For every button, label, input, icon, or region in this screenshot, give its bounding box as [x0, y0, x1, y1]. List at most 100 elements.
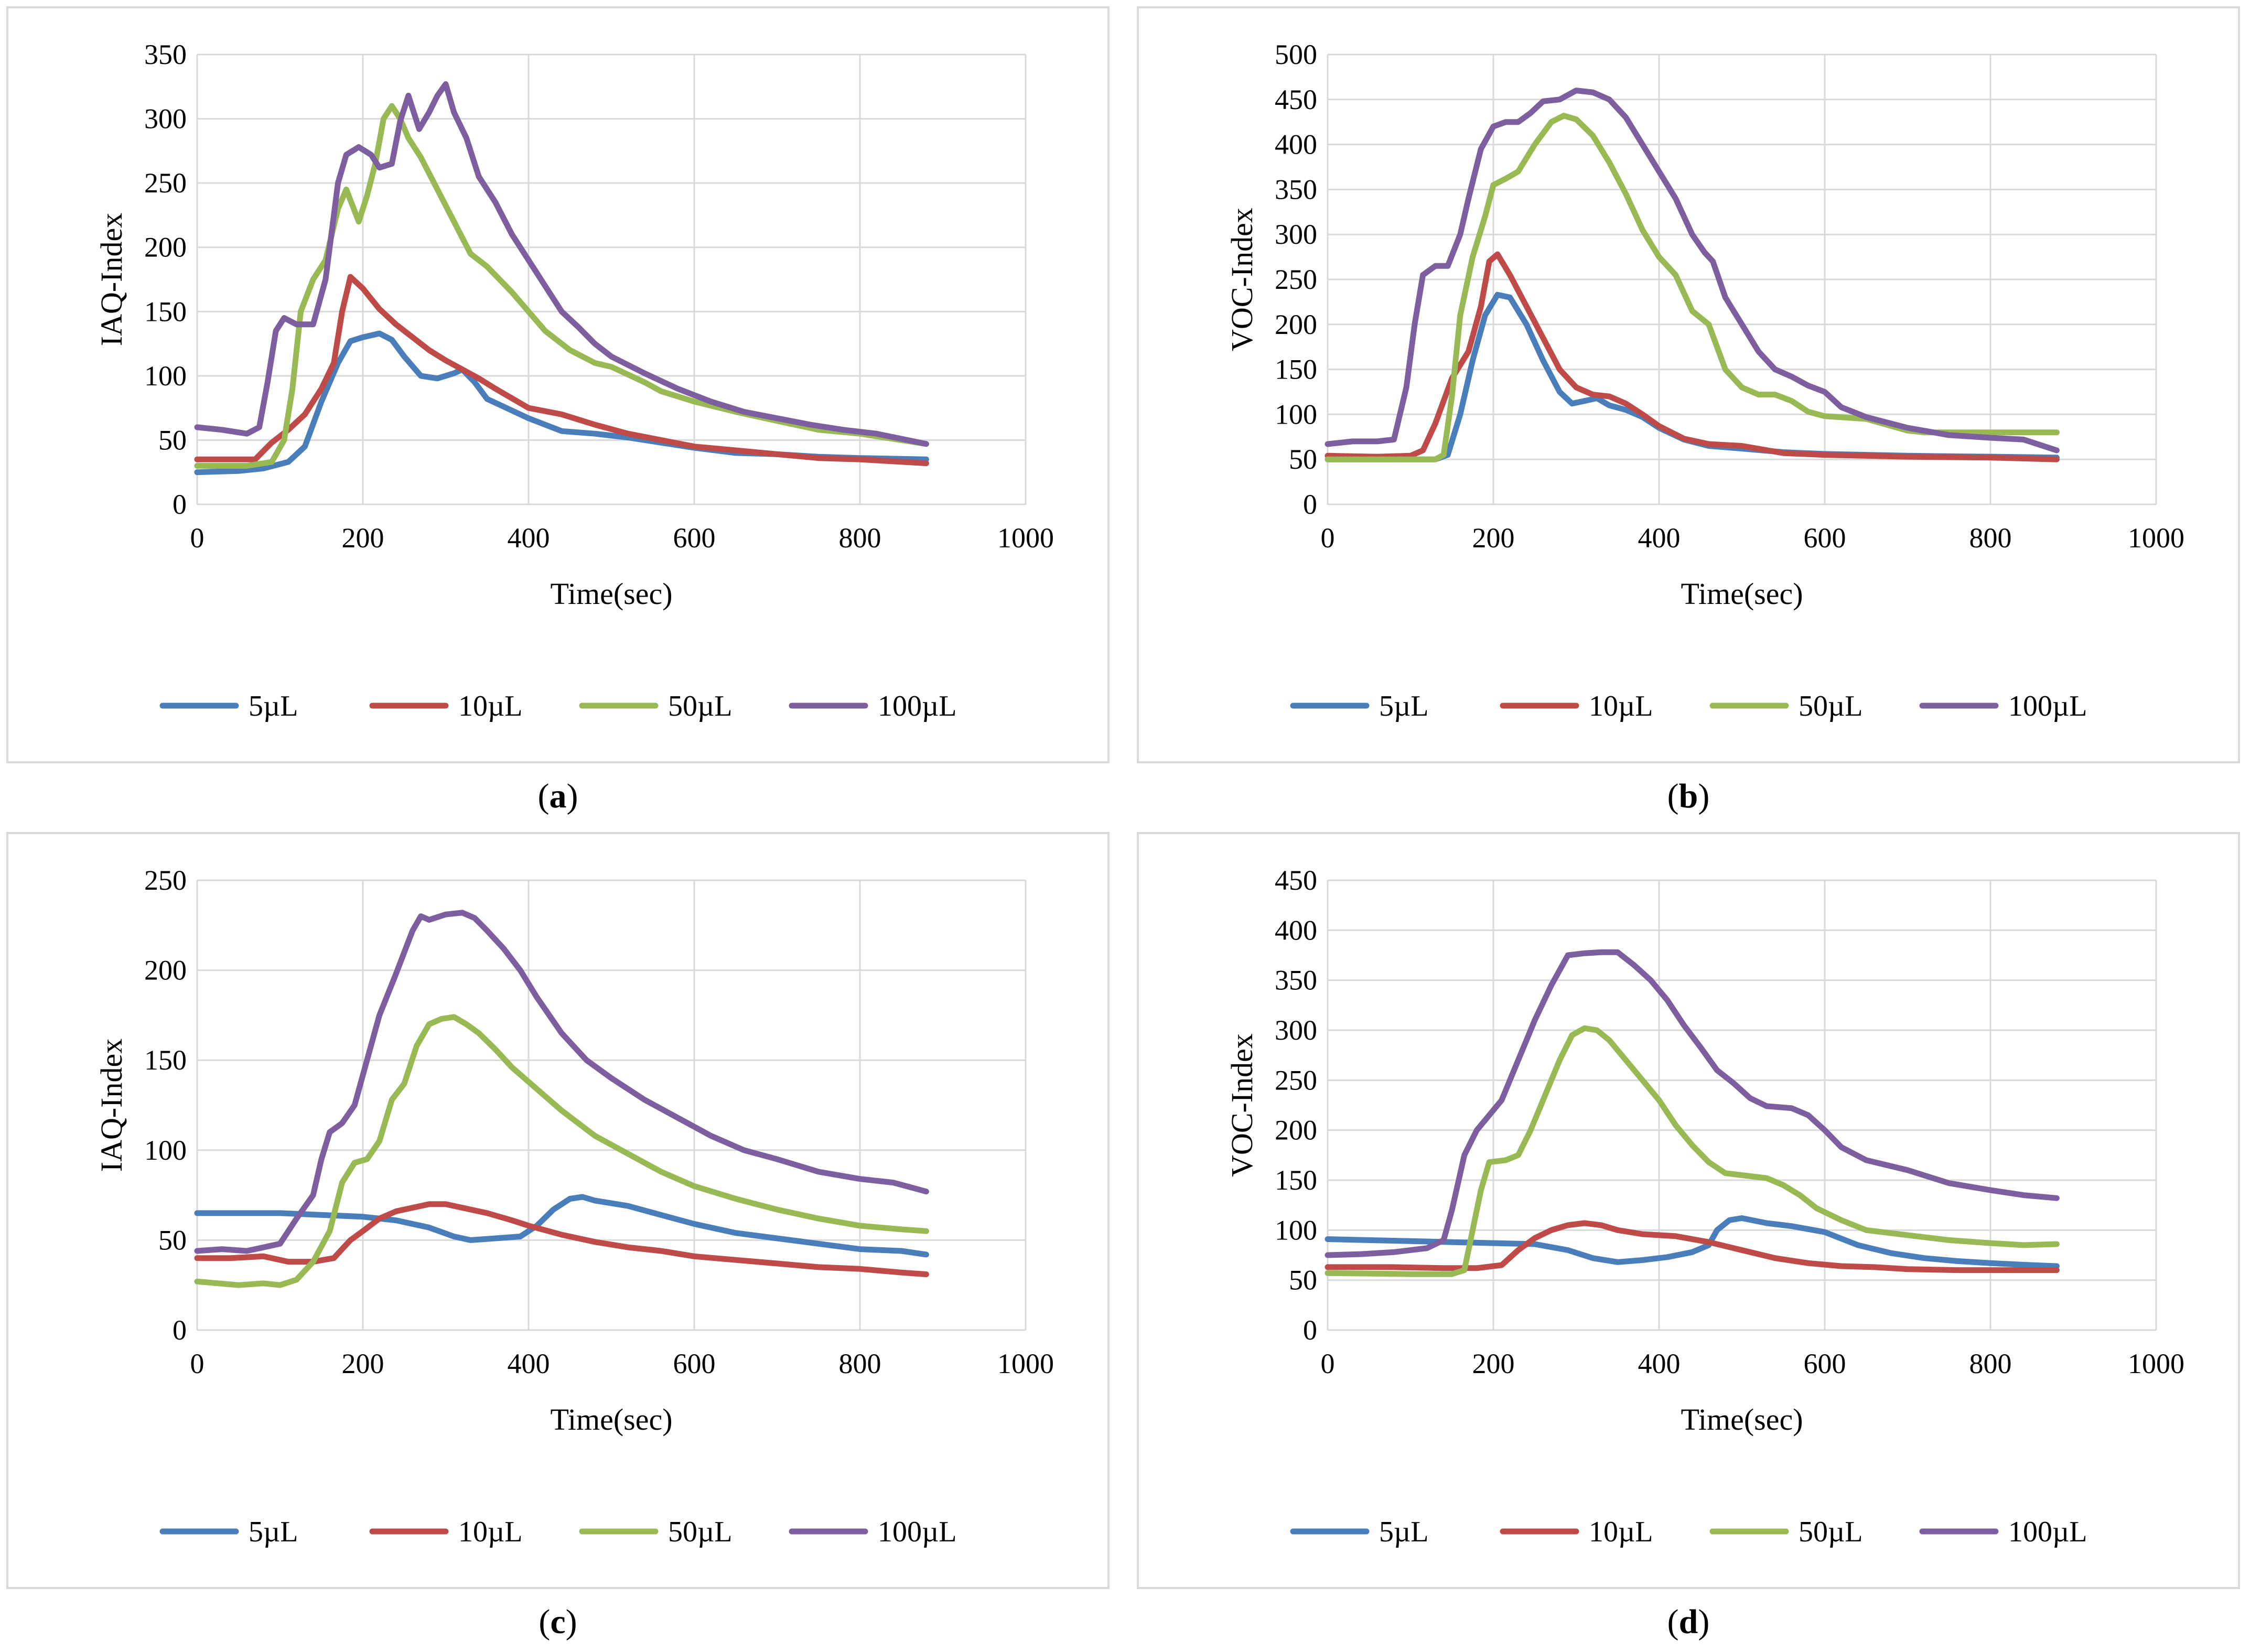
y-tick-label: 400 [1275, 914, 1317, 946]
y-tick-label: 50 [1289, 444, 1317, 475]
y-tick-label: 150 [144, 1044, 187, 1076]
y-tick-label: 100 [144, 360, 187, 392]
x-tick-label: 800 [1969, 1348, 2012, 1379]
legend-label: 10µL [1589, 1516, 1653, 1548]
legend-label: 50µL [1799, 1516, 1862, 1548]
chart-panel-b: 0 50 100 150 200 250 300 350 400 450 500 0 200 400 600… [1130, 0, 2261, 826]
x-tick-label: 0 [190, 522, 204, 554]
x-tick-label: 1000 [997, 522, 1054, 554]
legend-label: 10µL [1589, 690, 1653, 722]
x-tick-label: 0 [190, 1348, 204, 1379]
legend-label: 100µL [878, 1516, 956, 1548]
x-tick-label: 200 [342, 1348, 384, 1379]
x-tick-label: 800 [839, 522, 881, 554]
x-tick-label: 1000 [2128, 522, 2184, 554]
y-tick-label: 250 [144, 167, 187, 199]
series-line-100L-uL [194, 81, 929, 447]
x-tick-label: 600 [1804, 522, 1846, 554]
y-tick-label: 250 [144, 865, 187, 896]
y-tick-label: 200 [1275, 309, 1317, 340]
chart-svg-d: 0 50 100 150 200 250 300 350 400 450 0 200 400 600 800… [1137, 832, 2240, 1641]
y-tick-label: 300 [1275, 1014, 1317, 1046]
y-axis-title: IAQ-Index [94, 1039, 128, 1172]
chart-panel-a: 0 50 100 150 200 250 300 350 0 200 400 600 800 1000 Ti… [0, 0, 1130, 826]
chart-frame [1137, 832, 2240, 1589]
y-tick-label: 200 [144, 955, 187, 986]
series-line-50L-uL [1325, 1025, 2060, 1277]
y-tick-label: 500 [1275, 39, 1317, 70]
series-line-10L-uL [194, 1201, 929, 1278]
x-tick-label: 800 [839, 1348, 881, 1379]
y-tick-label: 150 [144, 296, 187, 327]
chart-panel-d: 0 50 100 150 200 250 300 350 400 450 0 200 400 600 800… [1130, 826, 2261, 1652]
y-tick-label: 0 [173, 1314, 187, 1346]
panel-caption: (a) [538, 777, 578, 815]
y-tick-label: 0 [173, 489, 187, 520]
y-tick-label: 350 [1275, 174, 1317, 205]
series-line-50L-uL [1325, 113, 2060, 462]
series-line-5L-uL [1325, 1215, 2060, 1269]
series-line-10L-uL [1325, 251, 2060, 462]
panel-caption: (c) [539, 1603, 577, 1641]
y-tick-label: 350 [1275, 965, 1317, 996]
x-tick-label: 400 [1638, 522, 1681, 554]
panel-caption: (d) [1667, 1603, 1710, 1641]
y-tick-label: 0 [1303, 1314, 1317, 1346]
x-tick-label: 400 [508, 1348, 550, 1379]
x-tick-label: 200 [342, 522, 384, 554]
y-tick-label: 150 [1275, 354, 1317, 385]
chart-svg-b: 0 50 100 150 200 250 300 350 400 450 500 0 200 400 600… [1137, 6, 2240, 815]
y-tick-label: 350 [144, 39, 187, 70]
y-tick-label: 100 [1275, 398, 1317, 430]
series-line-10L-uL [1325, 1220, 2060, 1273]
y-tick-label: 450 [1275, 84, 1317, 115]
series-line-100L-uL [1325, 88, 2060, 454]
y-tick-label: 250 [1275, 264, 1317, 295]
y-tick-label: 400 [1275, 129, 1317, 160]
y-axis-title: VOC-Index [1225, 1033, 1259, 1177]
x-tick-label: 200 [1472, 1348, 1515, 1379]
chart-svg-c: 0 50 100 150 200 250 0 200 400 600 800 1000 Time(sec… [6, 832, 1110, 1641]
x-tick-label: 1000 [997, 1348, 1054, 1379]
x-tick-label: 600 [1804, 1348, 1846, 1379]
chart-frame [6, 832, 1110, 1589]
y-axis-title: VOC-Index [1225, 208, 1259, 351]
y-tick-label: 300 [1275, 219, 1317, 250]
y-tick-label: 50 [158, 1224, 187, 1256]
y-tick-label: 300 [144, 103, 187, 135]
x-tick-label: 400 [1638, 1348, 1681, 1379]
x-axis-title: Time(sec) [1681, 577, 1803, 611]
x-axis-title: Time(sec) [1681, 1402, 1803, 1437]
y-tick-label: 450 [1275, 865, 1317, 896]
y-tick-label: 50 [158, 424, 187, 456]
y-tick-label: 100 [1275, 1214, 1317, 1246]
legend-label: 50µL [668, 1516, 732, 1548]
x-axis-title: Time(sec) [550, 1402, 672, 1437]
chart-panel-c: 0 50 100 150 200 250 0 200 400 600 800 1000 Time(sec… [0, 826, 1130, 1652]
y-tick-label: 50 [1289, 1265, 1317, 1296]
series-line-50L-uL [194, 1014, 929, 1288]
x-tick-label: 600 [673, 1348, 716, 1379]
y-tick-label: 100 [144, 1135, 187, 1166]
legend-label: 100µL [2008, 1516, 2087, 1548]
chart-svg-a: 0 50 100 150 200 250 300 350 0 200 400 600 800 1000 Ti… [6, 6, 1110, 815]
legend-label: 5µL [1379, 690, 1428, 722]
x-axis-title: Time(sec) [550, 577, 672, 611]
y-axis-title: IAQ-Index [94, 213, 128, 346]
y-tick-label: 0 [1303, 489, 1317, 520]
legend-label: 5µL [249, 1516, 298, 1548]
legend-label: 5µL [249, 690, 298, 722]
legend-label: 50µL [1799, 690, 1862, 722]
y-tick-label: 250 [1275, 1064, 1317, 1096]
legend-label: 100µL [878, 690, 956, 722]
x-tick-label: 0 [1321, 1348, 1335, 1379]
legend-label: 5µL [1379, 1516, 1428, 1548]
x-tick-label: 0 [1321, 522, 1335, 554]
y-tick-label: 200 [144, 232, 187, 263]
x-tick-label: 600 [673, 522, 716, 554]
legend-label: 50µL [668, 690, 732, 722]
chart-frame [1137, 6, 2240, 763]
series-line-5L-uL [194, 1194, 929, 1258]
x-tick-label: 800 [1969, 522, 2012, 554]
series-line-100L-uL [194, 910, 929, 1254]
